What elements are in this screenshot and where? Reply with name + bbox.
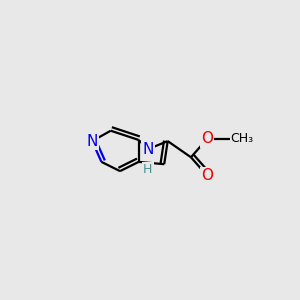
Text: H: H [143, 164, 153, 176]
Text: O: O [201, 168, 213, 183]
Text: CH₃: CH₃ [230, 132, 254, 145]
Text: N: N [86, 134, 98, 148]
Text: N: N [142, 142, 154, 157]
Text: O: O [201, 131, 213, 146]
